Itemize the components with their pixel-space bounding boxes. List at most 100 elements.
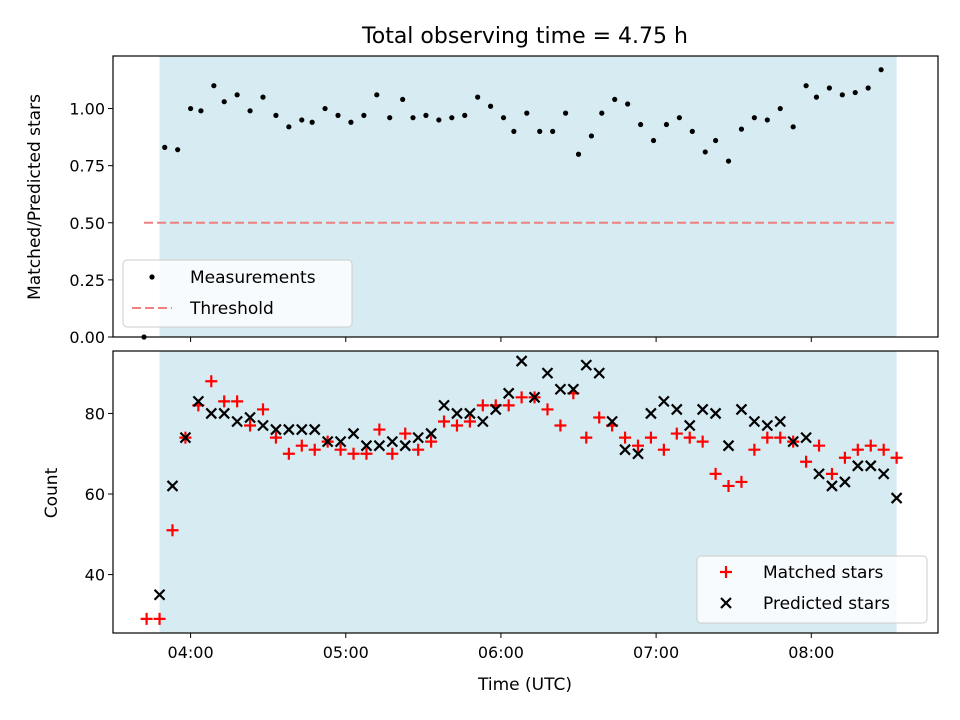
x-tick-label: 07:00 — [633, 643, 679, 662]
predicted-star-point — [205, 407, 218, 420]
predicted-star-point — [541, 367, 554, 379]
measurement-point — [211, 83, 217, 89]
predicted-star-point — [515, 355, 528, 367]
predicted-star-point — [619, 443, 631, 456]
predicted-star-point — [296, 423, 308, 436]
measurement-point — [813, 94, 820, 100]
measurement-point — [725, 158, 732, 164]
measurement-point — [273, 112, 279, 118]
predicted-star-point — [412, 431, 424, 444]
predicted-star-point — [839, 476, 851, 488]
measurement-point — [575, 151, 582, 157]
measurement-point — [162, 144, 168, 150]
measurement-point — [286, 124, 292, 130]
bottom-panel: 40 60 80 04:00 05:00 06:00 07:00 08:00 Count Ti… — [42, 350, 939, 695]
measurement-point — [400, 96, 406, 103]
bottom-legend: Matched stars Predicted stars — [696, 555, 928, 624]
measurement-point — [348, 119, 354, 125]
predicted-star-point — [683, 419, 696, 432]
predicted-star-point — [774, 415, 787, 428]
matched-star-point — [877, 443, 890, 456]
measurement-point — [612, 96, 618, 103]
predicted-star-point — [502, 387, 515, 400]
measurement-point — [676, 115, 682, 121]
predicted-star-point — [257, 419, 269, 432]
measurement-point — [588, 133, 595, 139]
measurement-point — [803, 83, 809, 89]
matched-star-point — [709, 467, 722, 480]
predicted-star-point — [192, 395, 205, 408]
matched-star-point — [166, 524, 179, 537]
matched-star-point — [554, 419, 567, 432]
bottom-legend-box — [696, 555, 928, 624]
predicted-star-point — [593, 367, 605, 379]
legend-label-matched: Matched stars — [763, 563, 883, 583]
chart-title: Total observing time = 4.75 h — [361, 24, 688, 49]
predicted-star-point — [671, 403, 683, 416]
matched-star-point — [864, 439, 877, 452]
top-legend: Measurements Threshold — [122, 259, 353, 328]
matched-star-point — [308, 443, 321, 456]
measurement-point — [865, 85, 871, 91]
matched-star-point — [774, 431, 787, 444]
matched-star-point — [657, 443, 670, 456]
measurement-point — [738, 126, 745, 132]
matched-star-point — [825, 467, 838, 480]
matched-star-point — [735, 475, 748, 488]
legend-marker-matched — [720, 566, 732, 578]
top-legend-box — [122, 259, 353, 328]
predicted-star-point — [179, 431, 192, 444]
matched-star-point — [295, 439, 308, 452]
matched-star-point — [334, 443, 347, 456]
measurement-point — [487, 103, 494, 109]
predicted-star-point — [477, 415, 489, 428]
measurement-point — [511, 128, 517, 134]
matched-star-point — [231, 395, 244, 408]
top-y-tick-label: 0.50 — [69, 214, 105, 233]
predicted-star-point — [813, 468, 825, 480]
predicted-star-point — [451, 407, 463, 420]
matched-star-point — [257, 403, 269, 416]
measurement-point — [221, 99, 227, 105]
matched-star-point — [140, 612, 153, 625]
matched-star-point — [670, 427, 683, 440]
matched-star-point — [360, 447, 373, 460]
top-y-tick-label: 1.00 — [69, 100, 105, 119]
measurement-point — [234, 92, 240, 98]
predicted-star-point — [554, 383, 567, 396]
measurement-point — [550, 128, 556, 134]
measurement-point — [562, 110, 569, 116]
measurement-point — [322, 105, 328, 112]
bottom-y-tick-label: 60 — [85, 485, 105, 504]
predicted-star-point — [166, 480, 179, 492]
legend-label-threshold: Threshold — [189, 299, 274, 319]
measurement-point — [839, 92, 845, 98]
matched-star-point — [438, 415, 451, 428]
measurement-point — [299, 117, 305, 123]
predicted-star-point — [386, 435, 399, 448]
predicted-star-point — [244, 411, 256, 424]
predicted-star-point — [464, 407, 476, 420]
matched-star-point — [890, 451, 903, 464]
predicted-star-point — [864, 460, 877, 472]
matched-star-point — [748, 443, 761, 456]
measurement-point — [625, 101, 631, 107]
predicted-star-point — [761, 419, 774, 432]
measurement-point — [650, 137, 657, 144]
measurement-point — [436, 117, 442, 123]
measurement-point — [712, 137, 719, 144]
matched-star-point — [412, 443, 425, 456]
predicted-star-point — [696, 403, 709, 416]
predicted-star-point — [580, 359, 593, 371]
measurement-point — [462, 112, 468, 118]
measurement-point — [374, 92, 380, 98]
measurement-point — [198, 108, 204, 114]
measurement-point — [387, 115, 393, 121]
predicted-star-point — [722, 439, 735, 452]
x-tick-label: 04:00 — [168, 643, 214, 662]
predicted-star-point — [787, 435, 799, 448]
predicted-star-point — [645, 407, 657, 420]
matched-star-point — [425, 435, 438, 448]
predicted-star-point — [890, 492, 903, 504]
